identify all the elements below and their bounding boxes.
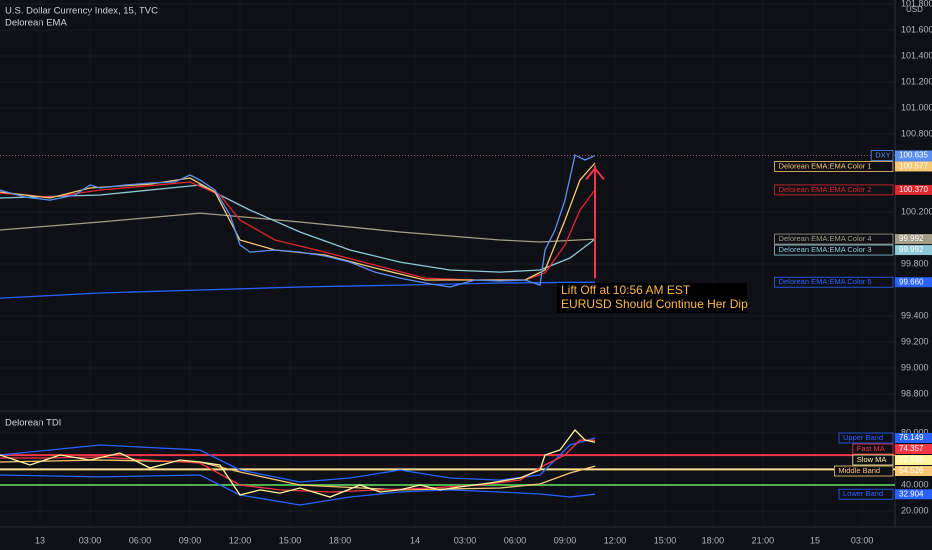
x-tick-label: 15:00 — [279, 535, 302, 545]
last-value-label: 32.904 — [899, 489, 924, 498]
last-value-tag — [895, 277, 932, 288]
x-tick-label: 09:00 — [554, 535, 577, 545]
last-value-label: 54.526 — [899, 466, 924, 475]
indicator-title: Delorean EMA — [5, 18, 67, 29]
series-name-tag — [852, 443, 894, 455]
last-value-label: 72.939 — [899, 455, 924, 464]
x-tick-label: 12:00 — [604, 535, 627, 545]
annotation-text: EURUSD Should Continue Her Dip — [561, 297, 748, 311]
series-name-label: Fast MA — [857, 444, 885, 453]
series-name-label: Delorean EMA:EMA Color 2 — [779, 185, 872, 194]
y-tick-label: 40.000 — [901, 479, 929, 489]
axis-unit: USD — [906, 5, 923, 14]
y-tick-label: 99.400 — [901, 310, 929, 320]
series-line — [0, 184, 596, 273]
y-tick-label: 99.000 — [901, 362, 929, 372]
x-tick-label: 15:00 — [654, 535, 677, 545]
x-tick-label: 03:00 — [851, 535, 874, 545]
x-tick-label: 18:00 — [702, 535, 725, 545]
last-value-tag — [895, 161, 932, 172]
y-tick-label: 100.800 — [901, 128, 932, 138]
x-tick-label: 12:00 — [229, 535, 252, 545]
series-line — [0, 181, 596, 281]
last-value-tag — [895, 455, 932, 466]
x-tick-label: 06:00 — [129, 535, 152, 545]
series-line — [0, 162, 596, 281]
y-tick-label: 20.000 — [901, 505, 929, 515]
y-tick-label: 99.800 — [901, 258, 929, 268]
pane-title: Delorean TDI — [5, 418, 61, 429]
last-value-tag — [895, 184, 932, 195]
y-tick-label: 101.200 — [901, 76, 932, 86]
series-line — [0, 154, 596, 288]
last-value-tag — [895, 150, 932, 161]
x-tick-label: 18:00 — [329, 535, 352, 545]
last-value-label: 99.992 — [899, 234, 924, 243]
series-line — [0, 212, 596, 243]
x-tick-label: 09:00 — [179, 535, 202, 545]
series-name-tag — [838, 432, 894, 444]
series-name-tag — [774, 244, 894, 256]
y-tick-label: 98.800 — [901, 388, 929, 398]
chart-title: U.S. Dollar Currency Index, 15, TVC — [5, 6, 158, 17]
last-value-tag — [895, 444, 932, 455]
last-value-label: 76.149 — [899, 433, 924, 442]
series-name-tag — [774, 184, 894, 196]
x-tick-label: 06:00 — [504, 535, 527, 545]
y-tick-label: 101.800 — [901, 0, 932, 8]
last-value-label: 99.992 — [899, 245, 924, 254]
series-line — [0, 437, 596, 483]
y-tick-label: 101.600 — [901, 24, 932, 34]
series-name-tag — [774, 233, 894, 245]
x-tick-label: 21:00 — [752, 535, 775, 545]
y-tick-label: 100.200 — [901, 206, 932, 216]
annotation-text: Lift Off at 10:56 AM EST — [561, 283, 691, 297]
series-name-tag — [870, 150, 894, 161]
series-name-label: Delorean EMA:EMA Color 3 — [779, 245, 872, 254]
x-tick-label: 15 — [810, 535, 820, 545]
annotation-box — [557, 283, 747, 313]
series-line — [0, 459, 596, 491]
last-value-tag — [895, 489, 932, 500]
series-line — [0, 474, 596, 506]
last-value-label: 100.370 — [899, 185, 928, 194]
series-name-tag — [838, 488, 894, 500]
series-name-tag — [774, 276, 894, 288]
y-tick-label: 101.400 — [901, 50, 932, 60]
y-tick-label: 101.000 — [901, 102, 932, 112]
x-tick-label: 03:00 — [79, 535, 102, 545]
series-name-tag — [774, 161, 894, 172]
last-value-tag — [895, 245, 932, 256]
series-name-label: Delorean EMA:EMA Color 5 — [779, 277, 872, 286]
last-value-label: 100.577 — [899, 162, 928, 171]
series-line — [0, 429, 596, 498]
series-name-label: DXY — [875, 150, 890, 159]
last-value-label: 99.660 — [899, 277, 924, 286]
y-tick-label: 99.200 — [901, 336, 929, 346]
series-name-label: Upper Band — [843, 433, 883, 442]
last-value-tag — [895, 466, 932, 477]
last-value-tag — [895, 234, 932, 245]
x-tick-label: 03:00 — [454, 535, 477, 545]
series-name-label: Lower Band — [843, 489, 883, 498]
series-name-label: Delorean EMA:EMA Color 4 — [779, 234, 872, 243]
series-name-label: Delorean EMA:EMA Color 1 — [779, 161, 872, 170]
x-tick-label: 14 — [410, 535, 420, 545]
series-line — [0, 439, 596, 493]
arrow-head — [585, 166, 605, 181]
series-name-tag — [834, 465, 894, 477]
series-name-label: Slow MA — [857, 455, 887, 464]
series-line — [0, 281, 596, 299]
x-tick-label: 13 — [35, 535, 45, 545]
y-tick-label: 80.000 — [901, 427, 929, 437]
series-name-tag — [852, 454, 894, 466]
last-value-label: 74.357 — [899, 444, 924, 453]
last-value-label: 100.635 — [899, 151, 928, 160]
last-value-tag — [895, 433, 932, 444]
series-name-label: Middle Band — [838, 466, 880, 475]
